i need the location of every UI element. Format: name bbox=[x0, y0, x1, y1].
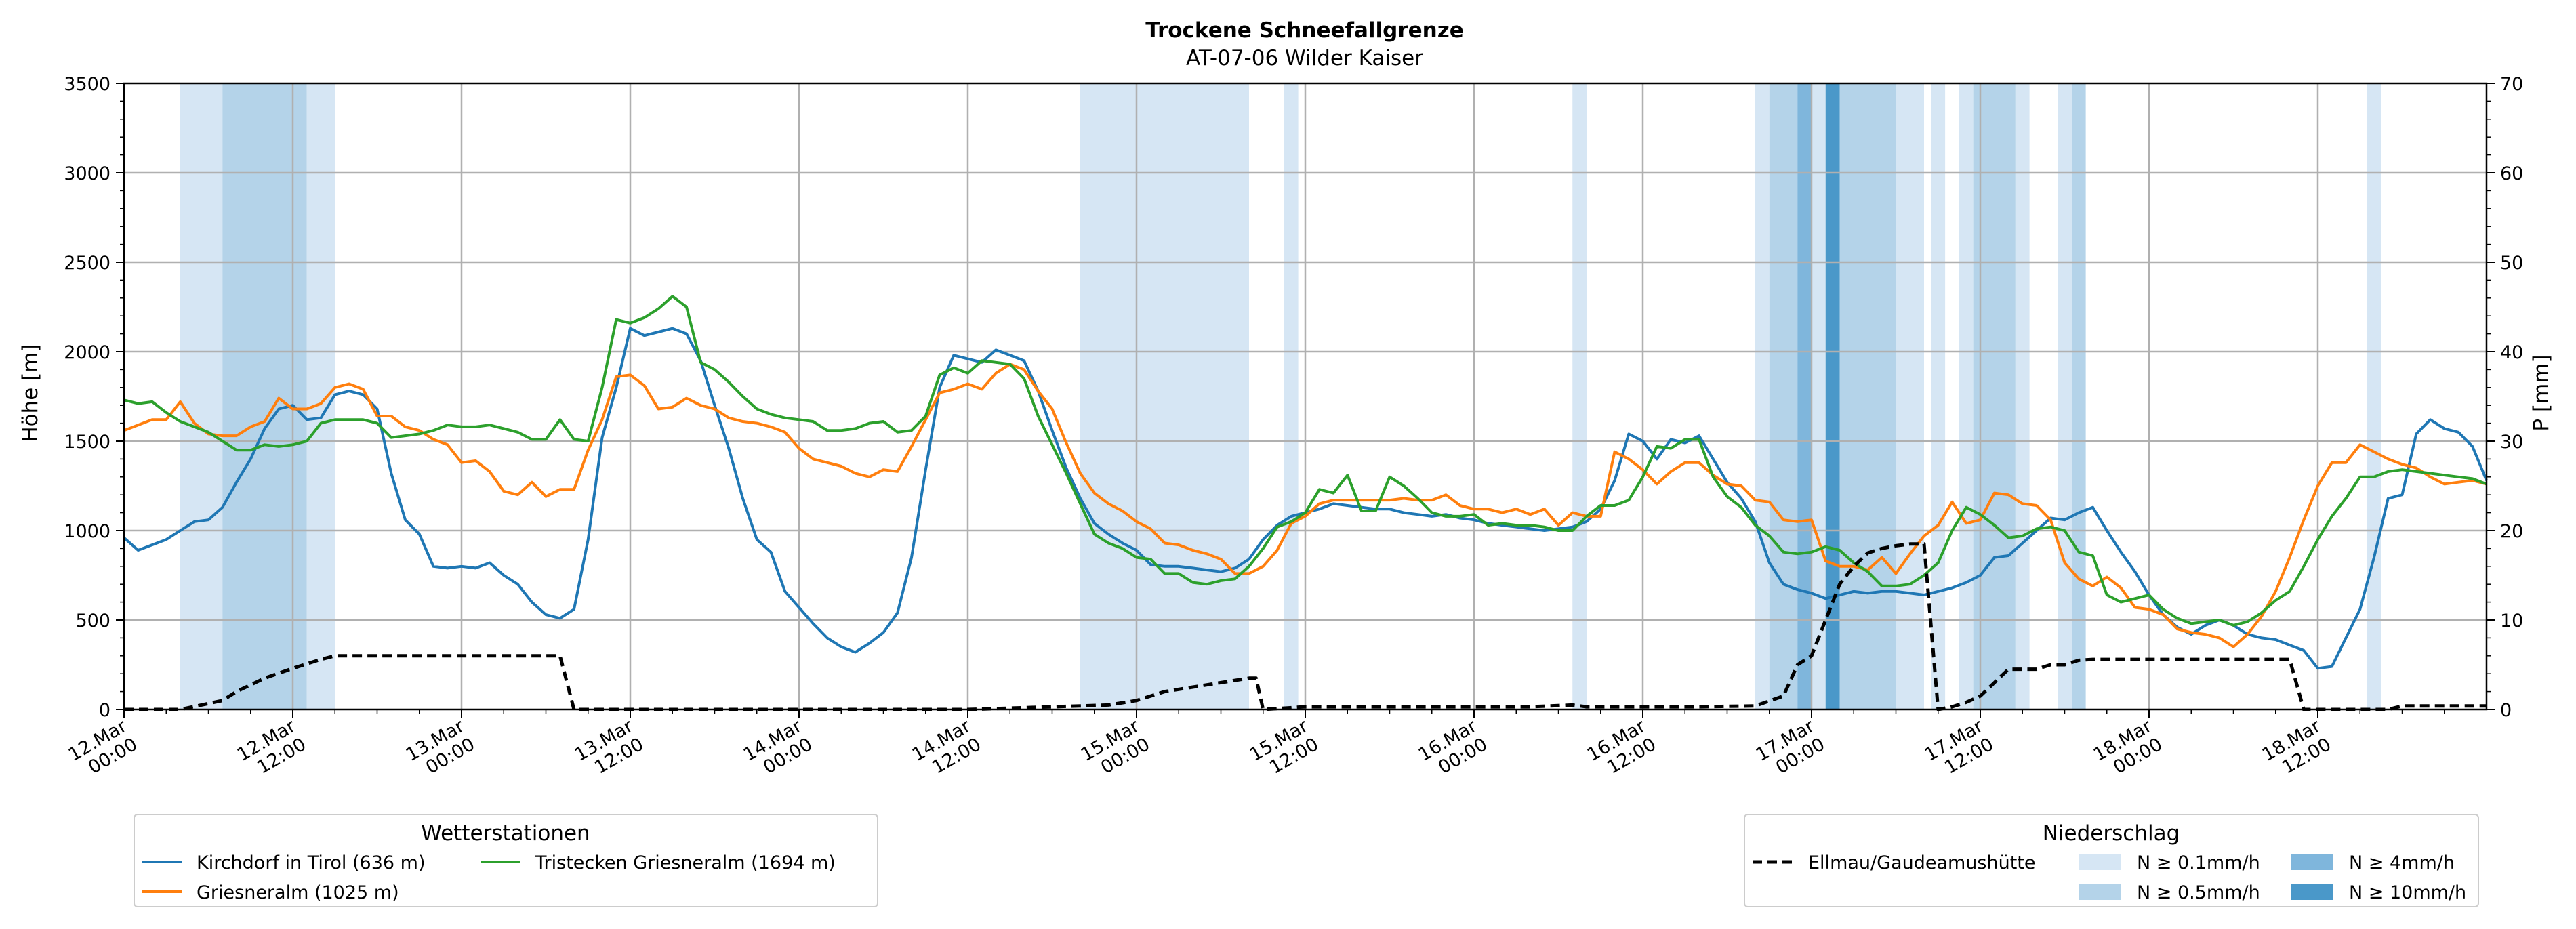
grid-lines bbox=[124, 83, 2487, 709]
precip-band bbox=[306, 83, 335, 709]
legend-label: Kirchdorf in Tirol (636 m) bbox=[197, 852, 425, 873]
legend-label: Ellmau/Gaudeamushütte bbox=[1808, 852, 2035, 873]
series-line bbox=[123, 295, 2487, 627]
y-tick-label: 500 bbox=[75, 611, 110, 632]
data-series bbox=[123, 295, 2488, 711]
legend-stations: Wetterstationen Kirchdorf in Tirol (636 … bbox=[134, 814, 878, 907]
legend-item: N ≥ 0.1mm/h bbox=[2079, 852, 2260, 873]
y2-axis-label: P [mm] bbox=[2529, 354, 2554, 431]
precip-band bbox=[1812, 83, 1826, 709]
y-tick-label: 1000 bbox=[64, 521, 110, 542]
legend-swatch bbox=[2079, 854, 2121, 870]
y2-tick-label: 50 bbox=[2500, 253, 2523, 274]
y-tick-label: 1500 bbox=[64, 432, 110, 453]
y2-tick-label: 20 bbox=[2500, 521, 2523, 542]
precip-band bbox=[1825, 83, 1840, 709]
y-tick-label: 0 bbox=[99, 700, 110, 721]
precip-band bbox=[2058, 83, 2072, 709]
precip-band bbox=[222, 83, 307, 709]
precip-band bbox=[1797, 83, 1812, 709]
precip-band bbox=[1839, 83, 1896, 709]
precip-band bbox=[1755, 83, 1770, 709]
precip-band bbox=[1896, 83, 1924, 709]
legend-item: Tristecken Griesneralm (1694 m) bbox=[481, 852, 836, 873]
legend-item: N ≥ 0.5mm/h bbox=[2079, 882, 2260, 903]
precip-band bbox=[1572, 83, 1587, 709]
y2-tick-label: 10 bbox=[2500, 611, 2523, 632]
chart-subtitle: AT-07-06 Wilder Kaiser bbox=[1186, 46, 1423, 70]
precip-band bbox=[1080, 83, 1249, 709]
y2-tick-label: 70 bbox=[2500, 74, 2523, 95]
legend-label: Tristecken Griesneralm (1694 m) bbox=[535, 852, 836, 873]
y2-tick-label: 0 bbox=[2500, 700, 2512, 721]
y-tick-label: 3500 bbox=[64, 74, 110, 95]
legend-stations-title: Wetterstationen bbox=[421, 821, 590, 846]
legend-swatch bbox=[2291, 854, 2333, 870]
precip-band bbox=[1769, 83, 1798, 709]
legend-swatch bbox=[2079, 884, 2121, 900]
chart-title: Trockene Schneefallgrenze bbox=[1145, 18, 1464, 43]
legend-label: N ≥ 4mm/h bbox=[2349, 852, 2455, 873]
legend-swatch bbox=[2291, 884, 2333, 900]
legend-label: N ≥ 10mm/h bbox=[2349, 882, 2466, 903]
precip-band bbox=[2367, 83, 2381, 709]
y2-tick-label: 30 bbox=[2500, 432, 2523, 453]
legend-label: N ≥ 0.5mm/h bbox=[2137, 882, 2260, 903]
legend-precip-title: Niederschlag bbox=[2043, 821, 2180, 846]
precip-band bbox=[180, 83, 223, 709]
legend-item: Kirchdorf in Tirol (636 m) bbox=[142, 852, 425, 873]
legend-item: Ellmau/Gaudeamushütte bbox=[1753, 852, 2035, 873]
legend-label: N ≥ 0.1mm/h bbox=[2137, 852, 2260, 873]
precip-band bbox=[1931, 83, 1946, 709]
legend-item: Griesneralm (1025 m) bbox=[142, 882, 399, 903]
y2-tick-label: 60 bbox=[2500, 163, 2523, 184]
y-tick-label: 2500 bbox=[64, 253, 110, 274]
precip-band bbox=[1959, 83, 1974, 709]
legend-item: N ≥ 4mm/h bbox=[2291, 852, 2455, 873]
y-axis-label: Höhe [m] bbox=[18, 344, 43, 442]
y-tick-label: 2000 bbox=[64, 342, 110, 363]
precipitation-bands bbox=[180, 83, 2381, 709]
precip-band bbox=[2015, 83, 2030, 709]
legend-item: N ≥ 10mm/h bbox=[2291, 882, 2466, 903]
precip-band bbox=[1284, 83, 1299, 709]
precip-band bbox=[2071, 83, 2086, 709]
series-line bbox=[123, 363, 2487, 648]
legend-precip: Niederschlag Ellmau/Gaudeamushütte N ≥ 0… bbox=[1744, 814, 2479, 907]
y2-tick-label: 40 bbox=[2500, 342, 2523, 363]
y-tick-label: 3000 bbox=[64, 163, 110, 184]
precip-line bbox=[124, 542, 2487, 711]
legend-label: Griesneralm (1025 m) bbox=[197, 882, 399, 903]
